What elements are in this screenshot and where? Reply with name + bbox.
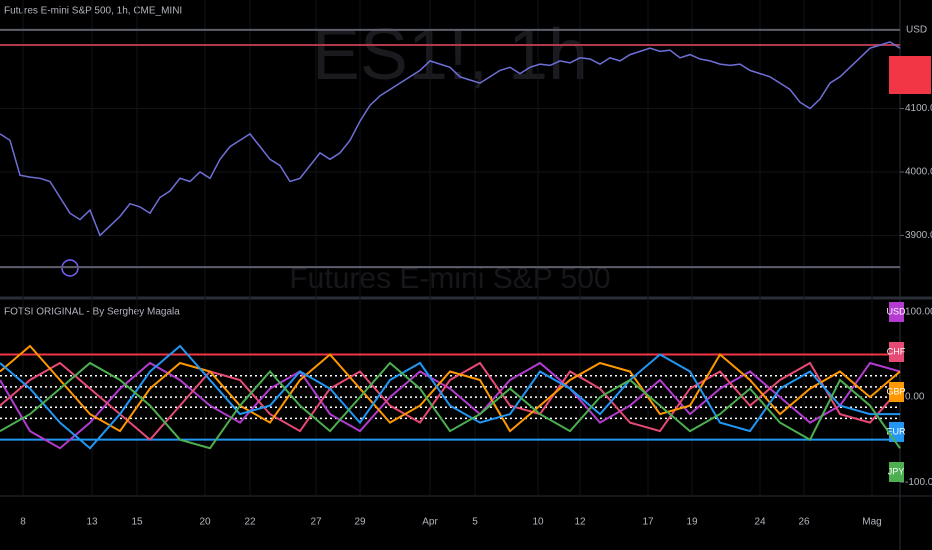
legend-label: GBP bbox=[886, 386, 905, 396]
x-tick-label: 27 bbox=[310, 517, 322, 528]
series-line bbox=[0, 361, 901, 450]
series-line bbox=[0, 361, 901, 442]
legend-label: CHF bbox=[887, 346, 906, 356]
x-tick-label: 15 bbox=[131, 517, 143, 528]
legend-tag bbox=[889, 302, 904, 322]
currency: USD bbox=[906, 25, 927, 36]
x-tick-label: 10 bbox=[532, 517, 544, 528]
y-tick-label: 4100.00 bbox=[905, 103, 932, 114]
x-tick-label: 22 bbox=[244, 517, 256, 528]
series-line bbox=[0, 361, 901, 450]
series-line bbox=[0, 344, 900, 450]
x-tick-label: 12 bbox=[574, 517, 586, 528]
x-tick-label: 19 bbox=[686, 517, 698, 528]
x-tick-label: Mag bbox=[862, 517, 881, 528]
series-line bbox=[0, 41, 901, 237]
watermark: ES1!, 1h bbox=[312, 15, 588, 95]
x-tick-label: 8 bbox=[20, 517, 26, 528]
series-line bbox=[0, 344, 901, 433]
x-tick-label: Apr bbox=[422, 517, 438, 528]
x-tick-label: 26 bbox=[798, 517, 810, 528]
legend-tag bbox=[889, 462, 904, 482]
y-tick-label: -100.00 bbox=[905, 477, 932, 488]
x-tick-label: 5 bbox=[472, 517, 478, 528]
price-tag bbox=[889, 56, 931, 94]
x-tick-label: 24 bbox=[754, 517, 766, 528]
y-tick-label: 3900.00 bbox=[905, 230, 932, 241]
y-tick-label: 4000.00 bbox=[905, 167, 932, 178]
x-tick-label: 20 bbox=[199, 517, 211, 528]
y-tick-label: 0.00 bbox=[905, 392, 925, 403]
y-tick-label: 100.00 bbox=[905, 307, 932, 318]
legend-label: EUR bbox=[886, 426, 906, 436]
x-tick-label: 17 bbox=[642, 517, 654, 528]
chart-title: Futures E-mini S&P 500, 1h, CME_MINI bbox=[4, 6, 182, 17]
legend-label: USD bbox=[886, 306, 906, 316]
legend-tag bbox=[889, 342, 904, 362]
x-tick-label: 29 bbox=[354, 517, 366, 528]
legend-tag bbox=[889, 382, 904, 402]
x-tick-label: 13 bbox=[86, 517, 98, 528]
legend-label: JPY bbox=[888, 466, 905, 476]
